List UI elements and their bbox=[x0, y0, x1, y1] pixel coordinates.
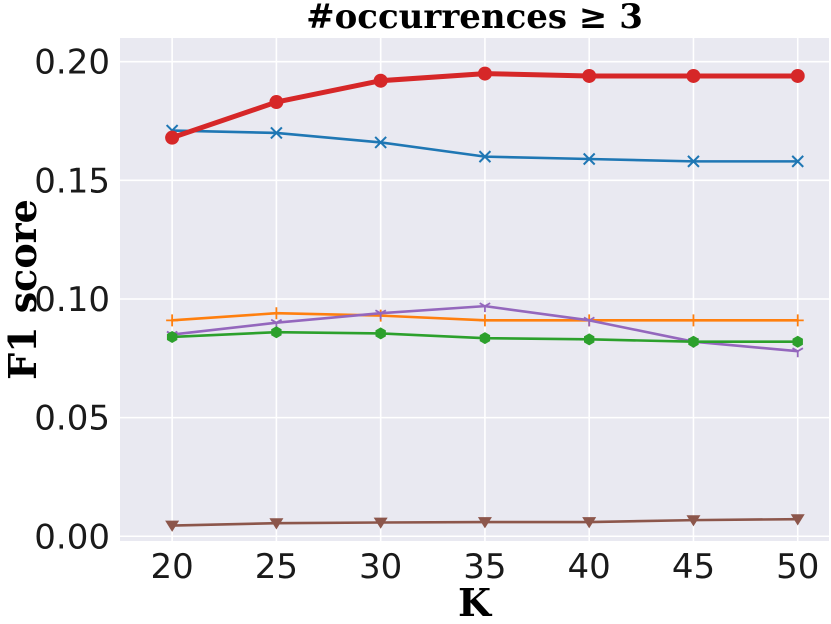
series-4 bbox=[166, 326, 803, 348]
data-point bbox=[375, 327, 386, 340]
data-point bbox=[269, 518, 284, 530]
data-point bbox=[582, 152, 596, 166]
data-point bbox=[792, 347, 804, 358]
x-tick-label: 35 bbox=[463, 547, 506, 587]
data-point bbox=[686, 68, 701, 83]
x-tick-label: 45 bbox=[672, 547, 715, 587]
data-point bbox=[792, 335, 803, 348]
data-point bbox=[791, 314, 804, 327]
series-group bbox=[165, 66, 805, 532]
data-point bbox=[688, 335, 699, 348]
series-0 bbox=[165, 66, 805, 145]
data-point bbox=[582, 68, 597, 83]
y-tick-label: 0.00 bbox=[34, 517, 110, 557]
x-tick-label: 50 bbox=[776, 547, 819, 587]
data-point bbox=[166, 330, 178, 343]
data-point bbox=[479, 332, 491, 345]
x-tick-label: 25 bbox=[255, 547, 298, 587]
data-point bbox=[791, 155, 804, 168]
x-tick-label: 40 bbox=[568, 547, 611, 587]
y-tick-label: 0.05 bbox=[34, 399, 110, 439]
data-point bbox=[270, 126, 283, 140]
x-axis-label: K bbox=[458, 580, 493, 624]
tick-labels: 20 25 30 35 40 45 50 0.00 0.05 0.10 0.15 0.20 bbox=[34, 43, 819, 587]
data-point bbox=[687, 314, 700, 327]
data-point bbox=[790, 514, 805, 526]
x-tick-label: 30 bbox=[359, 547, 402, 587]
data-point bbox=[686, 515, 701, 527]
data-point bbox=[269, 95, 284, 110]
data-point bbox=[478, 150, 492, 163]
data-point bbox=[374, 136, 387, 149]
data-point bbox=[583, 316, 595, 327]
data-point bbox=[478, 314, 491, 327]
data-point bbox=[584, 333, 595, 346]
data-point bbox=[373, 517, 388, 529]
grid bbox=[120, 38, 829, 541]
data-point bbox=[165, 520, 180, 532]
data-point bbox=[374, 309, 387, 320]
chart-title: #occurrences ≥ 3 bbox=[306, 0, 643, 37]
y-axis-label: F1 score bbox=[0, 199, 45, 380]
data-point bbox=[166, 314, 179, 327]
series-5 bbox=[165, 514, 805, 532]
data-point bbox=[271, 326, 282, 339]
data-point bbox=[373, 73, 388, 88]
data-point bbox=[687, 155, 700, 168]
y-tick-label: 0.10 bbox=[34, 280, 110, 320]
data-point bbox=[582, 517, 597, 529]
data-point bbox=[790, 68, 805, 83]
x-tick-label: 20 bbox=[150, 547, 193, 587]
data-point bbox=[270, 307, 283, 320]
data-point bbox=[479, 302, 491, 313]
plot-area bbox=[120, 38, 829, 541]
data-point bbox=[165, 130, 180, 145]
y-tick-label: 0.20 bbox=[34, 43, 110, 83]
data-point bbox=[477, 517, 492, 529]
y-tick-label: 0.15 bbox=[34, 161, 110, 201]
data-point bbox=[477, 66, 492, 81]
